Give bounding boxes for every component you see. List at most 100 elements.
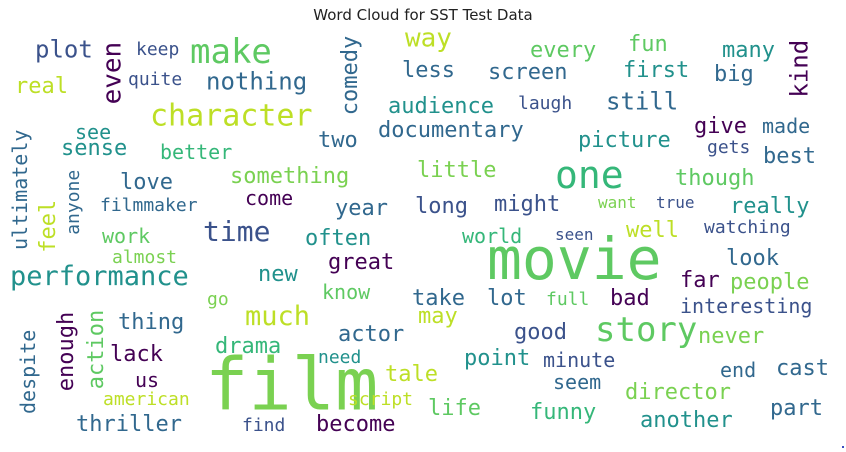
word-made: made xyxy=(762,114,810,138)
word-really: really xyxy=(730,194,809,219)
word-seen: seen xyxy=(555,225,594,244)
word-funny: funny xyxy=(530,400,596,425)
word-end: end xyxy=(720,358,756,382)
word-see: see xyxy=(75,120,111,144)
corner-dot xyxy=(842,446,844,448)
word-us: us xyxy=(135,368,159,392)
word-interesting: interesting xyxy=(680,294,812,318)
word-minute: minute xyxy=(543,348,615,372)
word-better: better xyxy=(160,140,232,164)
word-long: long xyxy=(415,194,468,219)
word-little: little xyxy=(417,158,496,183)
word-become: become xyxy=(316,412,395,437)
word-performance: performance xyxy=(10,261,189,292)
word-audience: audience xyxy=(388,94,494,119)
word-come: come xyxy=(245,186,293,210)
chart-title: Word Cloud for SST Test Data xyxy=(313,6,533,24)
word-new: new xyxy=(258,262,298,287)
word-far: far xyxy=(680,268,720,293)
word-great: great xyxy=(328,250,394,275)
word-best: best xyxy=(763,144,816,169)
word-good: good xyxy=(514,320,567,345)
word-even: even xyxy=(97,42,127,105)
word-story: story xyxy=(595,310,697,350)
word-thing: thing xyxy=(118,310,184,335)
word-something: something xyxy=(230,164,349,189)
word-many: many xyxy=(722,38,775,63)
word-might: might xyxy=(494,192,560,217)
word-world: world xyxy=(462,224,522,248)
word-seem: seem xyxy=(553,370,601,394)
word-part: part xyxy=(770,396,823,421)
word-another: another xyxy=(640,408,733,433)
word-big: big xyxy=(714,62,754,87)
word-filmmaker: filmmaker xyxy=(100,195,198,216)
word-well: well xyxy=(626,218,679,243)
word-never: never xyxy=(698,324,764,349)
word-year: year xyxy=(335,196,388,221)
word-full: full xyxy=(546,289,589,310)
word-make: make xyxy=(190,32,272,72)
word-much: much xyxy=(245,301,310,332)
word-people: people xyxy=(730,270,809,295)
word-cast: cast xyxy=(776,356,829,381)
word-quite: quite xyxy=(128,69,182,90)
word-american: american xyxy=(103,389,190,410)
word-kind: kind xyxy=(786,40,814,98)
word-want: want xyxy=(598,193,637,212)
word-movie: movie xyxy=(487,225,662,293)
word-point: point xyxy=(464,346,530,371)
word-film: film xyxy=(205,343,378,427)
word-director: director xyxy=(625,380,731,405)
word-look: look xyxy=(726,246,779,271)
word-though: though xyxy=(675,166,754,191)
word-screen: screen xyxy=(488,60,567,85)
word-watching: watching xyxy=(704,217,791,238)
word-true: true xyxy=(656,193,695,212)
word-comedy: comedy xyxy=(338,36,363,115)
word-every: every xyxy=(530,38,596,63)
word-character: character xyxy=(150,99,313,134)
word-thriller: thriller xyxy=(76,412,182,437)
word-documentary: documentary xyxy=(378,118,524,143)
word-fun: fun xyxy=(628,32,668,57)
word-still: still xyxy=(606,88,678,116)
word-gets: gets xyxy=(707,137,750,158)
word-despite: despite xyxy=(16,330,40,414)
word-script: script xyxy=(348,389,413,410)
word-nothing: nothing xyxy=(206,68,307,96)
word-give: give xyxy=(694,114,747,139)
word-action: action xyxy=(84,310,109,389)
word-go: go xyxy=(207,289,229,310)
word-bad: bad xyxy=(610,286,650,311)
word-almost: almost xyxy=(112,247,177,268)
word-keep: keep xyxy=(136,39,179,60)
word-enough: enough xyxy=(54,312,79,391)
word-lot: lot xyxy=(487,286,527,311)
word-tale: tale xyxy=(385,362,438,387)
word-plot: plot xyxy=(35,36,93,64)
word-real: real xyxy=(15,74,68,99)
word-know: know xyxy=(322,280,371,304)
word-find: find xyxy=(242,415,285,436)
word-picture: picture xyxy=(578,128,671,153)
word-anyone: anyone xyxy=(63,170,84,235)
word-may: may xyxy=(418,304,458,329)
word-less: less xyxy=(402,58,455,83)
word-take: take xyxy=(412,286,465,311)
word-two: two xyxy=(318,128,358,153)
word-lack: lack xyxy=(110,342,163,367)
word-laugh: laugh xyxy=(518,93,572,114)
word-ultimately: ultimately xyxy=(8,130,32,250)
word-actor: actor xyxy=(338,322,404,347)
word-work: work xyxy=(102,224,150,248)
word-time: time xyxy=(203,215,270,248)
word-need: need xyxy=(318,347,361,368)
word-one: one xyxy=(555,153,624,197)
word-often: often xyxy=(305,226,371,251)
word-love: love xyxy=(120,170,173,195)
word-feel: feel xyxy=(36,200,61,253)
word-first: first xyxy=(623,58,689,83)
word-drama: drama xyxy=(215,334,281,359)
